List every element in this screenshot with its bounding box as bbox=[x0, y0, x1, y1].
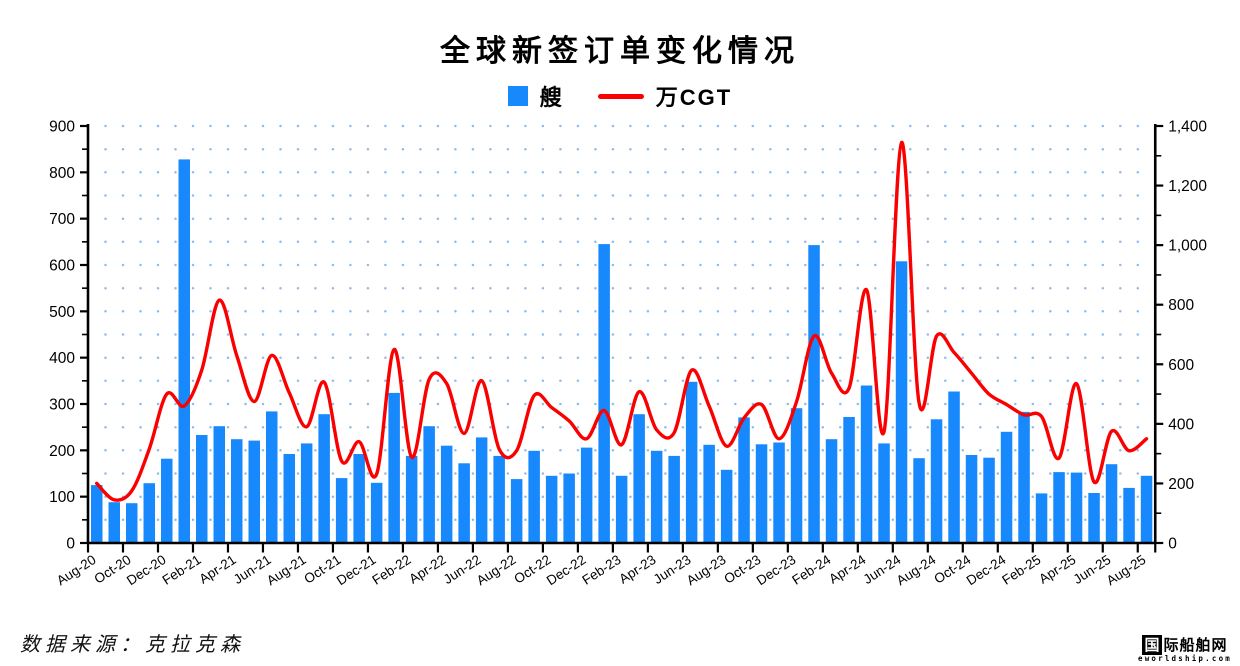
svg-text:Dec-22: Dec-22 bbox=[544, 552, 589, 588]
chart-title: 全球新签订单变化情况 bbox=[440, 34, 800, 69]
svg-text:800: 800 bbox=[1168, 297, 1194, 314]
logo-name: 国际船舶网 bbox=[1138, 634, 1232, 655]
svg-text:Aug-22: Aug-22 bbox=[474, 552, 519, 588]
svg-text:Dec-23: Dec-23 bbox=[754, 552, 799, 588]
bar-series-label: 艘 bbox=[539, 85, 564, 110]
logo-first-char: 国 bbox=[1142, 634, 1163, 655]
source-note: 数据来源：克拉克森 bbox=[20, 632, 245, 656]
bar-series-swatch bbox=[507, 86, 528, 106]
svg-text:200: 200 bbox=[49, 443, 75, 460]
legend-item-cgt: 万CGT bbox=[597, 80, 733, 112]
svg-text:Feb-23: Feb-23 bbox=[579, 552, 623, 588]
svg-text:Dec-21: Dec-21 bbox=[334, 552, 379, 588]
grid-dots bbox=[104, 124, 1140, 522]
svg-text:1,400: 1,400 bbox=[1168, 119, 1207, 136]
svg-text:600: 600 bbox=[1168, 357, 1194, 374]
y-axis-right-labels: 0 200 400 600 800 1,000 1,200 1,400 bbox=[1168, 119, 1207, 553]
svg-text:0: 0 bbox=[1168, 536, 1177, 553]
svg-text:400: 400 bbox=[1168, 416, 1194, 433]
axes bbox=[80, 124, 1164, 553]
svg-text:Feb-21: Feb-21 bbox=[160, 552, 204, 588]
svg-text:Aug-20: Aug-20 bbox=[54, 552, 99, 588]
svg-text:400: 400 bbox=[49, 350, 75, 367]
svg-text:Feb-22: Feb-22 bbox=[369, 552, 413, 588]
legend: 艘 万CGT bbox=[0, 80, 1240, 112]
x-axis-labels: Aug-20Oct-20Dec-20Feb-21Apr-21Jun-21Aug-… bbox=[54, 552, 1148, 589]
svg-text:Aug-24: Aug-24 bbox=[894, 552, 939, 589]
svg-text:Aug-21: Aug-21 bbox=[264, 552, 309, 588]
svg-text:Aug-25: Aug-25 bbox=[1104, 552, 1149, 588]
svg-text:Feb-24: Feb-24 bbox=[789, 552, 833, 588]
svg-text:Feb-25: Feb-25 bbox=[999, 552, 1043, 588]
site-logo: 国际船舶网 eworldship.com bbox=[1137, 634, 1232, 663]
svg-text:900: 900 bbox=[49, 119, 75, 136]
svg-text:Apr-23: Apr-23 bbox=[616, 552, 658, 587]
svg-text:Dec-24: Dec-24 bbox=[964, 552, 1009, 589]
svg-text:100: 100 bbox=[49, 489, 75, 506]
y-axis-left-labels: 0 100 200 300 400 500 600 700 800 900 bbox=[49, 119, 75, 553]
svg-text:1,200: 1,200 bbox=[1168, 178, 1207, 195]
svg-text:0: 0 bbox=[66, 536, 75, 553]
svg-text:600: 600 bbox=[49, 258, 75, 275]
cgt-line bbox=[95, 140, 1149, 502]
svg-text:Aug-23: Aug-23 bbox=[684, 552, 729, 588]
svg-text:200: 200 bbox=[1168, 476, 1194, 493]
svg-text:500: 500 bbox=[49, 304, 75, 321]
bars-series bbox=[91, 159, 1153, 543]
svg-text:800: 800 bbox=[49, 165, 75, 182]
logo-domain: eworldship.com bbox=[1137, 653, 1232, 663]
legend-item-ships: 艘 bbox=[507, 80, 564, 112]
svg-text:1,000: 1,000 bbox=[1168, 238, 1207, 255]
svg-text:Apr-24: Apr-24 bbox=[826, 552, 869, 587]
svg-text:700: 700 bbox=[49, 211, 75, 228]
svg-text:Apr-22: Apr-22 bbox=[406, 552, 448, 587]
line-series-label: 万CGT bbox=[655, 85, 733, 110]
svg-text:Dec-20: Dec-20 bbox=[124, 552, 169, 588]
svg-text:Apr-25: Apr-25 bbox=[1036, 552, 1078, 587]
logo-name-rest: 际船舶网 bbox=[1163, 635, 1228, 654]
line-series-swatch bbox=[597, 93, 644, 99]
svg-text:300: 300 bbox=[49, 397, 75, 414]
svg-text:Apr-21: Apr-21 bbox=[196, 552, 238, 587]
